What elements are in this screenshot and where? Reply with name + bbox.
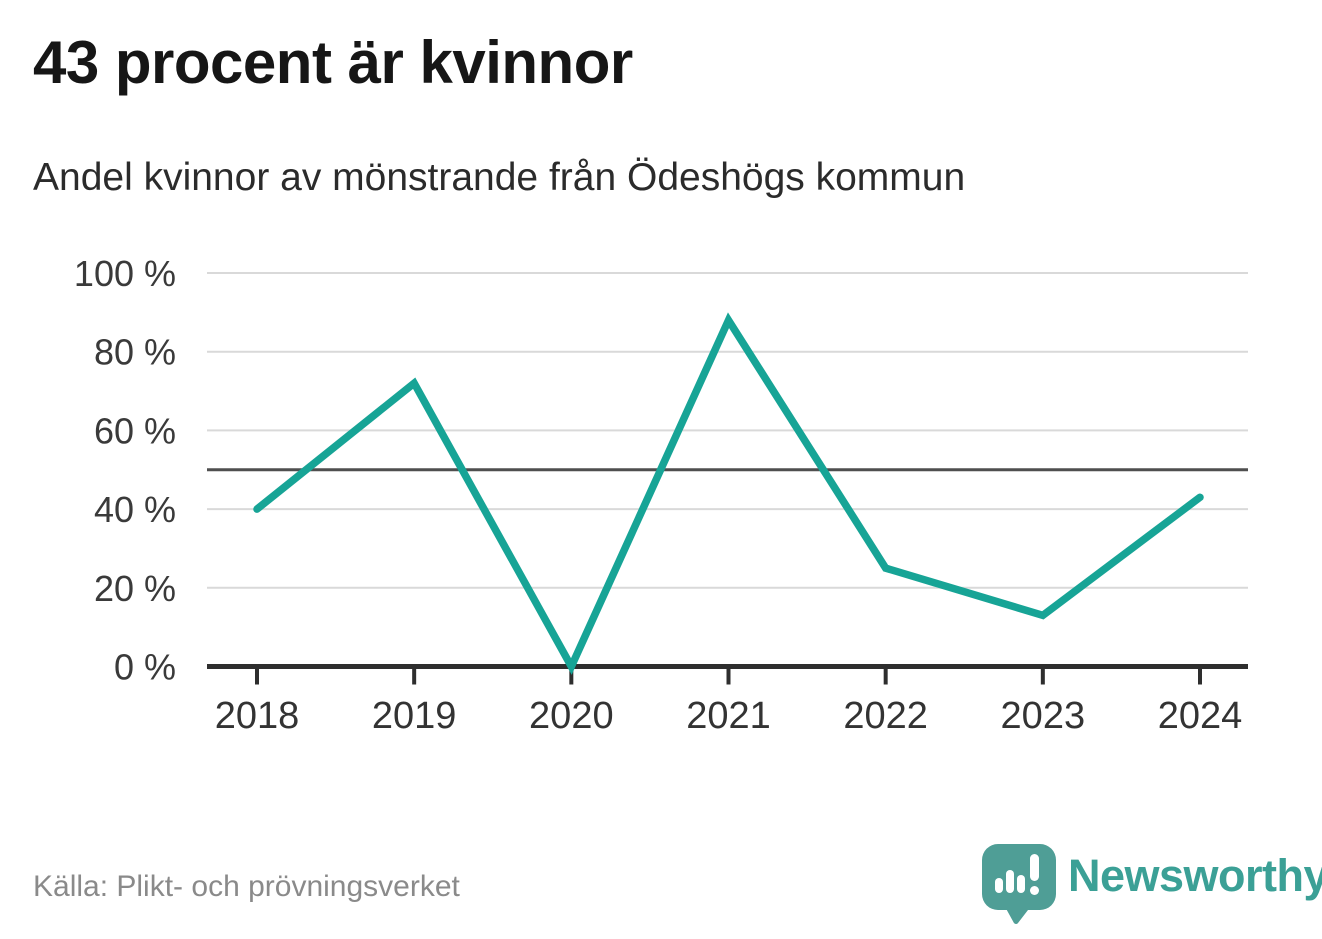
x-tick-label: 2024 bbox=[1158, 695, 1243, 737]
newsworthy-logo: Newsworthy bbox=[982, 844, 1322, 924]
y-tick-label: 60 % bbox=[94, 410, 176, 451]
x-tick-label: 2022 bbox=[843, 695, 928, 737]
y-tick-label: 40 % bbox=[94, 489, 176, 530]
x-tick-label: 2019 bbox=[372, 695, 457, 737]
source-note: Källa: Plikt- och prövningsverket bbox=[33, 870, 460, 903]
y-tick-label: 100 % bbox=[74, 253, 176, 294]
x-tick-label: 2018 bbox=[215, 695, 300, 737]
newsworthy-wordmark: Newsworthy bbox=[1068, 850, 1322, 901]
x-tick-label: 2023 bbox=[1001, 695, 1086, 737]
chart-subtitle: Andel kvinnor av mönstrande från Ödeshög… bbox=[33, 156, 966, 199]
data-line bbox=[253, 312, 1204, 675]
x-tick-label: 2021 bbox=[686, 695, 771, 737]
chart-title: 43 procent är kvinnor bbox=[33, 29, 633, 96]
x-tick-label: 2020 bbox=[529, 695, 614, 737]
y-tick-label: 80 % bbox=[94, 332, 176, 373]
y-tick-label: 20 % bbox=[94, 568, 176, 609]
bar-chart-speech-bubble-icon bbox=[982, 844, 1056, 924]
y-tick-label: 0 % bbox=[114, 647, 176, 688]
